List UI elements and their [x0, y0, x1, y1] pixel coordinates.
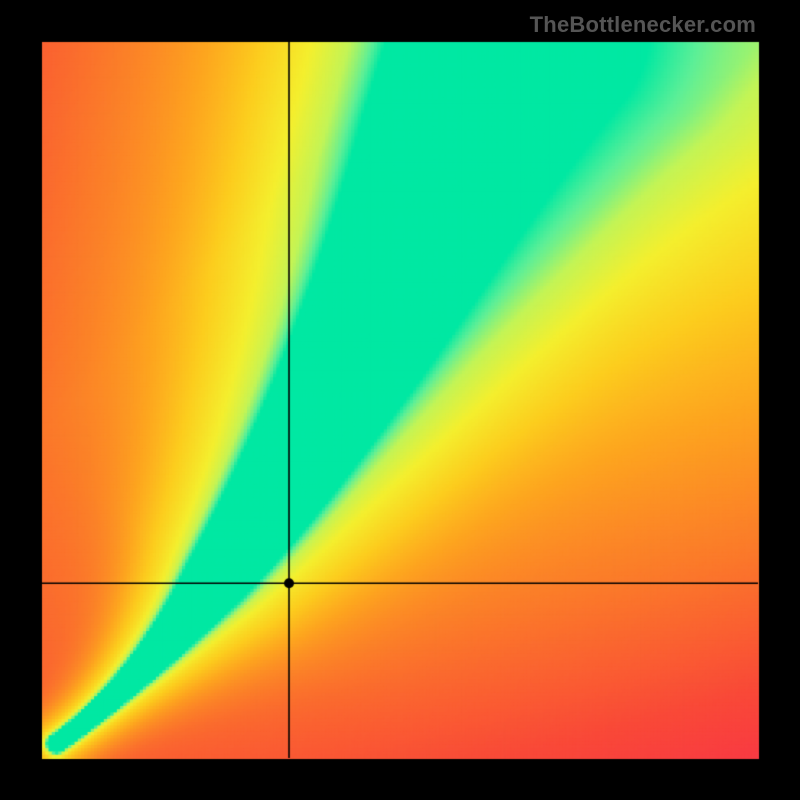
watermark-text: TheBottlenecker.com — [530, 12, 756, 38]
heatmap-canvas — [0, 0, 800, 800]
